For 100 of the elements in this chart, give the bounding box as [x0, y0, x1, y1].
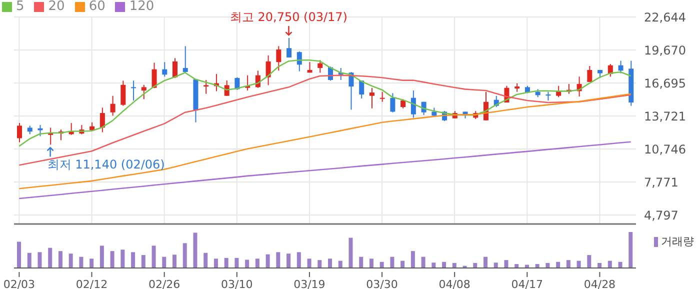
x-tick-label: 03/19	[294, 278, 326, 289]
x-tick-label: 02/03	[3, 278, 36, 289]
bar	[587, 255, 592, 268]
bar	[152, 246, 156, 268]
bar	[110, 251, 114, 268]
y-tick-label: 7,771	[644, 175, 678, 190]
bar	[494, 262, 498, 268]
bar	[100, 246, 104, 268]
bar	[484, 256, 488, 268]
bar	[172, 254, 176, 268]
candlestick	[618, 60, 624, 74]
bar	[266, 254, 270, 268]
bar	[214, 258, 218, 268]
legend-label: 20	[48, 0, 65, 14]
bar	[48, 248, 52, 268]
y-tick-label: 10,746	[644, 142, 686, 156]
candlestick	[410, 90, 416, 118]
bar	[68, 254, 73, 268]
x-tick-label: 02/26	[148, 278, 180, 289]
bar	[566, 260, 570, 268]
bar	[276, 252, 280, 268]
bar	[131, 252, 136, 268]
candlestick	[286, 38, 292, 58]
bar	[204, 252, 208, 268]
candlestick	[400, 98, 406, 109]
x-tick-label: 04/28	[584, 278, 616, 289]
candlestick	[110, 95, 116, 116]
line-series	[18, 141, 632, 200]
candlestick	[587, 65, 592, 82]
bar	[193, 232, 198, 268]
bar	[38, 252, 42, 268]
candlestick	[120, 80, 126, 106]
bar	[359, 256, 364, 268]
bar	[608, 260, 612, 268]
bar	[410, 251, 415, 268]
candlestick	[224, 80, 230, 96]
bar	[182, 243, 187, 268]
bar	[628, 232, 633, 268]
candlestick	[380, 91, 385, 102]
x-tick-label: 04/08	[438, 278, 470, 289]
legend-label: 120	[129, 0, 154, 14]
bar	[328, 258, 332, 268]
bar	[307, 258, 312, 268]
x-tick-label: 03/10	[221, 278, 253, 289]
candlestick	[162, 62, 168, 78]
bar	[380, 262, 384, 268]
bar	[255, 258, 260, 268]
candlestick	[390, 92, 396, 113]
bar	[576, 260, 581, 268]
y-tick-label: 16,695	[644, 76, 686, 90]
candlestick	[17, 122, 22, 143]
candlestick	[204, 79, 209, 94]
annotation: 최저 11,140 (02/06)	[47, 158, 165, 172]
y-tick-label: 22,644	[644, 10, 686, 24]
candlestick	[369, 87, 374, 109]
annotation: 최고 20,750 (03/17)	[230, 10, 348, 24]
y-tick-label: 4,797	[644, 208, 678, 222]
bar	[17, 242, 21, 268]
candlestick	[100, 107, 105, 133]
bar	[432, 262, 436, 268]
bar	[556, 262, 560, 268]
bar	[369, 258, 374, 268]
y-tick-label: 13,721	[644, 109, 686, 124]
candlestick	[182, 46, 188, 74]
bar	[120, 250, 125, 268]
candlestick	[131, 80, 136, 101]
legend-label: 60	[88, 0, 106, 14]
bar	[421, 256, 426, 268]
x-tick-label: 02/12	[76, 278, 108, 289]
x-tick-label: 04/17	[511, 278, 543, 289]
bar	[390, 256, 394, 268]
x-tick-label: 03/30	[366, 278, 398, 289]
candlestick	[276, 46, 282, 72]
bar	[618, 262, 622, 268]
bar	[90, 258, 94, 268]
bar	[400, 260, 405, 268]
candlestick	[266, 54, 271, 86]
bar	[318, 260, 322, 268]
candlestick	[172, 58, 178, 78]
bar	[27, 252, 32, 268]
bar	[348, 238, 353, 268]
candlestick	[359, 80, 364, 99]
bar	[286, 254, 291, 268]
bar	[224, 258, 228, 268]
bar	[141, 255, 146, 268]
bar	[338, 260, 342, 268]
bar	[79, 256, 84, 268]
legend-label: 5	[16, 0, 24, 14]
bar	[442, 262, 446, 268]
bar	[504, 260, 508, 268]
bar	[234, 258, 239, 268]
bar	[58, 251, 62, 268]
bar	[162, 256, 166, 268]
candlestick	[141, 84, 146, 100]
bar	[245, 260, 250, 268]
candlestick	[318, 60, 323, 74]
candlestick	[432, 107, 437, 118]
legend-label: 거래량	[661, 235, 694, 248]
y-tick-label: 19,670	[644, 43, 686, 58]
bar	[296, 252, 301, 268]
